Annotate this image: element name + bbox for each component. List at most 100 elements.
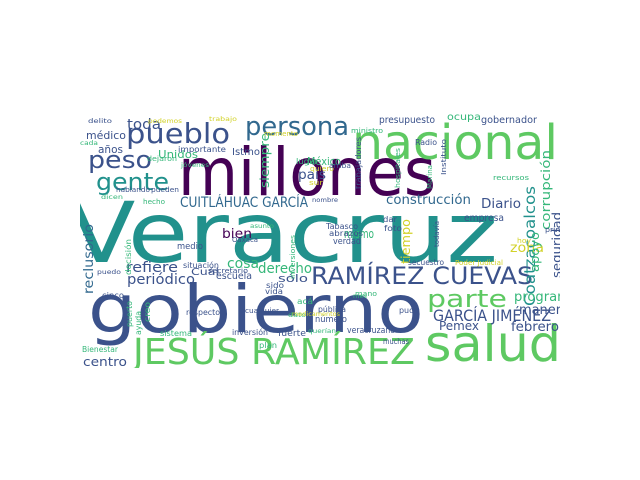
- word-anos: años: [98, 143, 124, 156]
- word-pueblo: pueblo: [126, 117, 231, 150]
- word-foto: foto: [384, 224, 403, 233]
- word-situacion: situación: [183, 261, 219, 270]
- word-seguridad: seguridad: [550, 212, 560, 278]
- word-fuerte: fuerte: [278, 329, 307, 339]
- word-podemos: podemos: [148, 118, 183, 125]
- word-solo: sólo: [278, 272, 308, 285]
- word-nacional: nacional: [352, 115, 558, 171]
- word-peso: peso: [88, 146, 152, 174]
- word-hoy: hoy: [517, 237, 531, 245]
- word-dejaron: dejaron: [147, 155, 178, 163]
- word-medio: medio: [177, 242, 204, 252]
- word-jovenes: jóvenes: [181, 162, 210, 169]
- word-hablando: hablando: [116, 186, 151, 194]
- word-garcia-jimenez: GARCÍA JIMÉNEZ: [433, 306, 551, 325]
- word-hecho: hecho: [143, 198, 165, 206]
- word-numero: número: [315, 315, 347, 325]
- word-mexico: México: [307, 155, 342, 168]
- word-reclusorio: reclusorio: [82, 223, 97, 294]
- word-cuitlahuac-garcia: CUITLÁHUAC GARCÍA: [180, 195, 309, 211]
- word-ramirez-cuevas: RAMÍREZ CUEVAS: [311, 262, 534, 290]
- word-istmo: Istmo: [232, 147, 261, 158]
- word-secretario: secretario: [208, 267, 248, 275]
- word-publica: pública: [318, 305, 346, 314]
- word-pudo: pudo: [399, 306, 420, 315]
- word-inversiones: inversiones: [289, 235, 297, 279]
- word-veracruz: Veracruz: [80, 184, 499, 282]
- word-dicen: dicen: [101, 194, 123, 201]
- word-oaxaca: Oaxaca: [232, 236, 259, 244]
- word-millones: millones: [178, 134, 436, 211]
- word-sur: sur: [309, 179, 323, 187]
- word-mismo: mismo: [344, 227, 374, 241]
- word-periodico: periódico: [127, 272, 195, 288]
- word-escuela: escuela: [216, 271, 253, 282]
- word-pais: país: [298, 168, 326, 183]
- word-cual: Cuál: [191, 267, 219, 278]
- word-trabajadores: trabajadores: [354, 137, 363, 189]
- word-plan: plan: [259, 341, 278, 350]
- word-todavia: todavía: [433, 220, 441, 247]
- word-centro: centro: [83, 355, 127, 368]
- word-inversion: inversión: [232, 328, 269, 337]
- word-manera: manera: [519, 303, 560, 318]
- word-delito: delito: [88, 118, 113, 125]
- word-toda: toda: [127, 117, 161, 133]
- word-mes: mes: [353, 293, 368, 300]
- word-tabasco: Tabasco: [326, 222, 359, 231]
- word-verdad: verdad: [333, 237, 362, 247]
- word-arriba: arriba: [329, 162, 351, 170]
- word-unidos: Unidos: [158, 148, 199, 161]
- word-importante: importante: [178, 145, 227, 154]
- word-respecto: respecto: [186, 308, 221, 317]
- word-nombre: nombre: [312, 197, 339, 204]
- word-dar: dar: [383, 215, 397, 224]
- word-pueden: pueden: [151, 186, 180, 194]
- word-ministro: ministro: [351, 127, 384, 135]
- word-cada: cada: [80, 140, 98, 147]
- word-gobierno: gobierno: [88, 271, 424, 348]
- word-asunto: asunto: [250, 223, 274, 230]
- word-puerto: puerto: [125, 301, 134, 327]
- word-puedo: puedo: [97, 269, 122, 276]
- word-siempre: siempre: [258, 133, 272, 188]
- word-mano: mano: [355, 290, 378, 298]
- word-salud: salud: [425, 315, 560, 368]
- word-derecho: derecho: [258, 261, 312, 277]
- word-sistema: sistema: [160, 329, 193, 338]
- word-medico: médico: [86, 129, 126, 142]
- word-vida: vida: [265, 287, 284, 296]
- word-bienestar: Bienestar: [82, 345, 118, 354]
- word-cinco: cinco: [102, 291, 124, 300]
- word-sido: sido: [266, 281, 284, 290]
- word-zona: zona: [510, 241, 544, 256]
- word-recursos: recursos: [493, 174, 530, 182]
- word-secuestro: secuestro: [408, 258, 445, 267]
- word-instituto: Instituto: [440, 139, 448, 175]
- word-construccion: construcción: [386, 193, 471, 208]
- word-querian: querían: [308, 328, 337, 335]
- word-ayuda: ayuda: [134, 311, 143, 335]
- word-ocupa: ocupa: [447, 112, 481, 123]
- word-creo: creo: [143, 302, 152, 322]
- word-poder-judicial: Poder Judicial: [455, 259, 504, 267]
- word-radio: Radio: [415, 138, 437, 147]
- word-medicamentos: medicamentos: [292, 311, 340, 318]
- word-quiero: quiero: [310, 165, 335, 173]
- word-momento: momento: [264, 130, 299, 138]
- word-persona: persona: [245, 112, 350, 142]
- word-bien: bien: [222, 227, 252, 242]
- word-jesus-ramirez: JESÚS RAMÍREZ: [133, 332, 415, 369]
- word-febrero: febrero: [511, 320, 559, 335]
- word-cosa: cosa: [227, 256, 260, 272]
- word-hospitales: hospitales: [394, 147, 402, 188]
- word-presupuesto: presupuesto: [379, 115, 436, 126]
- word-muchas: muchas: [383, 337, 410, 346]
- word-abrazos: abrazos: [329, 229, 364, 238]
- word-aca: acá: [297, 297, 314, 306]
- word-empresa: empresa: [464, 213, 505, 224]
- word-marina: Marina: [426, 164, 434, 189]
- word-cloud: Veracruz millones gobierno nacional salud JES…: [80, 112, 560, 368]
- word-gente: gente: [96, 168, 169, 196]
